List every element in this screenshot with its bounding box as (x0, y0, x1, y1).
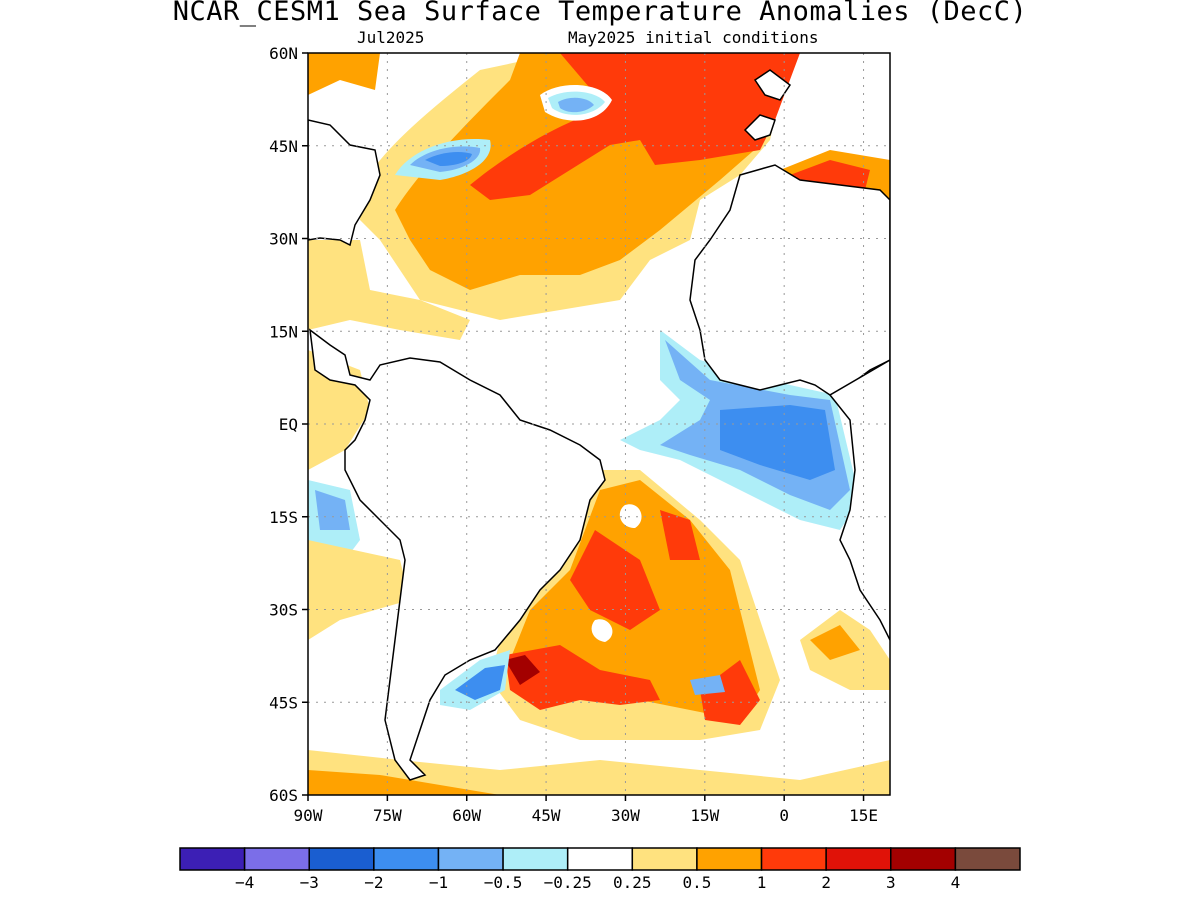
lat-tick-label: 60S (269, 786, 298, 805)
colorbar-swatch (631, 847, 698, 871)
cool-region (690, 675, 725, 695)
colorbar-swatch (308, 847, 375, 871)
cool-region (425, 152, 472, 166)
lon-tick-label: 45W (532, 806, 561, 825)
colorbar-swatch (760, 847, 827, 871)
british-isles (753, 69, 792, 101)
colorbar-label: −0.5 (484, 873, 523, 892)
southern-africa (828, 359, 890, 641)
colorbar-label: 3 (886, 873, 896, 892)
colorbar-label: 1 (757, 873, 767, 892)
lon-tick-label: 15E (849, 806, 878, 825)
initial-conditions-label: May2025 initial conditions (568, 28, 819, 47)
south-america (309, 328, 606, 781)
british-isles (743, 114, 776, 141)
forecast-month-label: Jul2025 (357, 28, 425, 47)
longitude-axis: 90W 75W 60W 45W 30W 15W 0 15E (294, 795, 878, 825)
lat-tick-label: EQ (279, 415, 298, 434)
cool-region (558, 97, 594, 113)
warm-region (308, 770, 500, 795)
colorbar-swatch (243, 847, 310, 871)
cool-region (315, 490, 350, 530)
cool-region (455, 665, 505, 700)
lon-tick-label: 60W (452, 806, 481, 825)
colorbar-swatch (890, 847, 957, 871)
colorbar-swatch (437, 847, 504, 871)
neutral-region (591, 619, 613, 642)
lon-tick-label: 15W (690, 806, 719, 825)
hot-region (570, 530, 660, 630)
colorbar-label: 4 (951, 873, 961, 892)
colorbar-label: −0.25 (544, 873, 592, 892)
lon-tick-label: 0 (779, 806, 789, 825)
colorbar-label: −3 (300, 873, 319, 892)
lat-tick-label: 45S (269, 693, 298, 712)
colorbar-swatch (954, 847, 1021, 871)
lon-tick-label: 75W (373, 806, 402, 825)
warm-region (308, 53, 380, 95)
lat-tick-label: 30S (269, 601, 298, 620)
colorbar-label: −1 (429, 873, 448, 892)
lat-tick-label: 45N (269, 137, 298, 156)
lat-tick-label: 30N (269, 230, 298, 249)
warm-region (810, 625, 860, 660)
hot-region (470, 53, 800, 200)
colorbar-swatch (502, 847, 569, 871)
colorbar-swatch (825, 847, 892, 871)
lon-tick-label: 30W (611, 806, 640, 825)
lon-tick-label: 90W (294, 806, 323, 825)
hot-region (660, 510, 700, 560)
colorbar-swatch (373, 847, 440, 871)
warm-region (308, 240, 470, 340)
lat-tick-label: 15S (269, 508, 298, 527)
africa (689, 164, 890, 396)
hot-region (700, 660, 760, 725)
warm-region (308, 540, 410, 640)
colorbar-label: 0.5 (682, 873, 711, 892)
colorbar-swatch (566, 847, 634, 871)
colorbar-label: 0.25 (613, 873, 652, 892)
colorbar-label: −2 (364, 873, 383, 892)
hot-region (505, 645, 660, 710)
colorbar-label: −4 (235, 873, 254, 892)
land-outlines (308, 69, 890, 781)
hot-region (505, 655, 540, 685)
lat-tick-label: 60N (269, 44, 298, 63)
gridlines (308, 53, 890, 795)
warm-region (308, 750, 890, 795)
lat-tick-label: 15N (269, 322, 298, 341)
colorbar-swatch (696, 847, 763, 871)
latitude-axis: 60N 45N 30N 15N EQ 15S 30S 45S 60S (269, 44, 308, 805)
colorbar-swatch (179, 847, 246, 871)
colorbar-label: 2 (821, 873, 831, 892)
map-title: NCAR_CESM1 Sea Surface Temperature Anoma… (172, 0, 1028, 27)
